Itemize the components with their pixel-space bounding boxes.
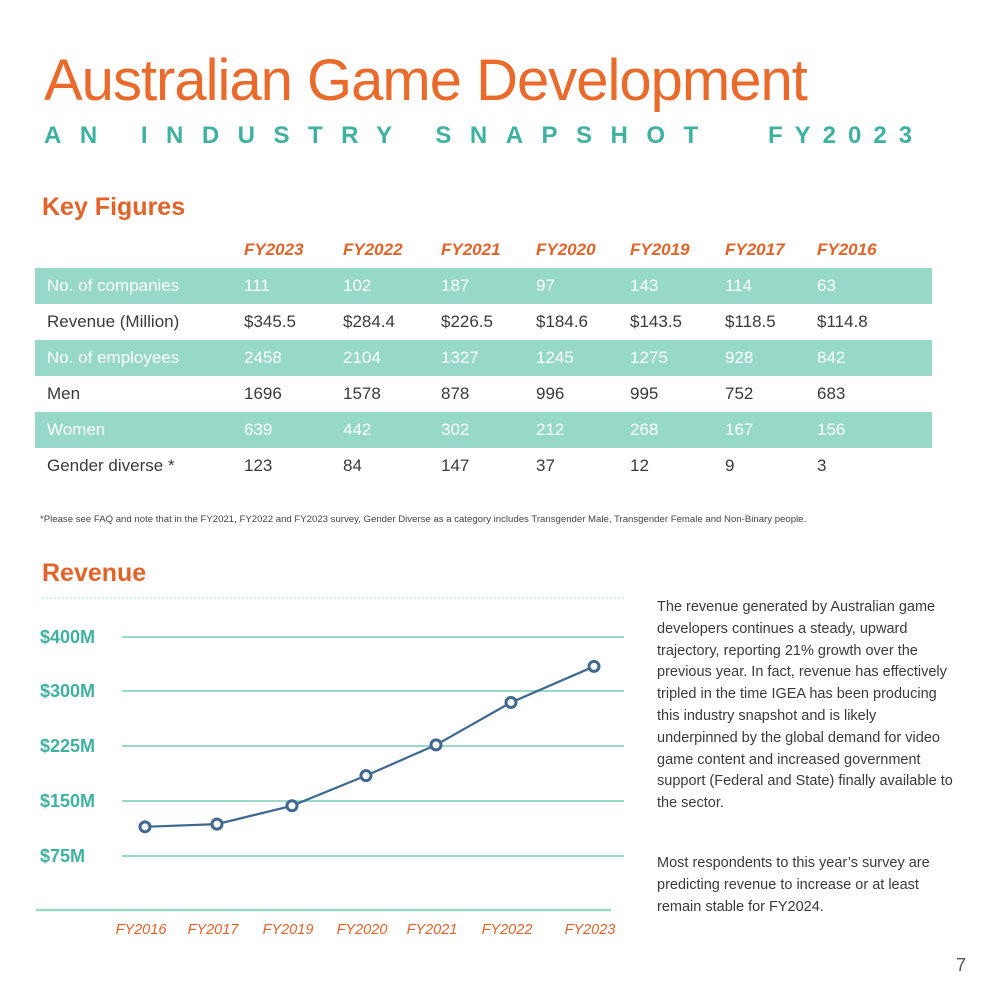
- table-cell: 1578: [343, 384, 381, 403]
- row-label: Revenue (Million): [47, 312, 180, 331]
- table-cell: $118.5: [725, 312, 776, 331]
- data-point: [285, 799, 299, 813]
- row-label: Men: [47, 384, 81, 403]
- table-cell: 442: [343, 412, 441, 448]
- column-header: FY2017: [725, 240, 785, 259]
- column-header: FY2023: [244, 240, 304, 259]
- row-label: Women: [35, 412, 244, 448]
- table-cell: 9: [725, 456, 735, 475]
- y-tick-label: $400M: [40, 627, 95, 647]
- subtitle-text: AN INDUSTRY SNAPSHOT: [44, 122, 717, 149]
- table-cell: 928: [725, 340, 817, 376]
- table-cell: 97: [536, 268, 630, 304]
- x-category-label: FY2020: [337, 922, 388, 938]
- y-tick-label: $75M: [40, 846, 85, 866]
- table-cell: 2458: [244, 340, 343, 376]
- table-cell: 187: [441, 268, 536, 304]
- table-cell: 752: [725, 384, 754, 403]
- column-header: FY2019: [630, 240, 690, 259]
- table-cell: $114.8: [817, 312, 868, 331]
- x-category-label: FY2019: [263, 922, 314, 938]
- data-point: [359, 769, 373, 783]
- table-cell: 2104: [343, 340, 441, 376]
- x-category-label: FY2017: [188, 922, 240, 938]
- x-category-label: FY2023: [565, 922, 616, 938]
- data-point: [210, 817, 224, 831]
- table-row: Gender diverse * 123 84 147 37 12 9 3: [35, 448, 932, 484]
- table-row: Men 1696 1578 878 996 995 752 683: [35, 376, 932, 412]
- table-cell: 302: [441, 412, 536, 448]
- table-cell: 1327: [441, 340, 536, 376]
- table-row: Women 639 442 302 212 268 167 156: [35, 412, 932, 448]
- table-cell: 683: [817, 384, 846, 403]
- table-cell: $284.4: [343, 312, 395, 331]
- table-cell: $345.5: [244, 312, 296, 331]
- table-cell: 111: [244, 268, 343, 304]
- table-cell: $143.5: [630, 312, 682, 331]
- column-header: FY2020: [536, 240, 596, 259]
- table-row: No. of companies 111 102 187 97 143 114 …: [35, 268, 932, 304]
- header-label-cell: [35, 232, 244, 268]
- table-cell: 143: [630, 268, 725, 304]
- page-number: 7: [956, 955, 967, 975]
- table-cell: 156: [817, 412, 932, 448]
- revenue-paragraph-1: The revenue generated by Australian game…: [657, 599, 953, 812]
- data-point: [138, 820, 152, 834]
- row-label: Gender diverse *: [47, 456, 175, 475]
- table-cell: 996: [536, 384, 565, 403]
- key-figures-heading: Key Figures: [42, 193, 186, 221]
- table-cell: 12: [630, 456, 649, 475]
- table-row: Revenue (Million) $345.5 $284.4 $226.5 $…: [35, 304, 932, 340]
- table-row: No. of employees 2458 2104 1327 1245 127…: [35, 340, 932, 376]
- column-header: FY2021: [441, 240, 501, 259]
- report-title: Australian Game Development: [44, 48, 808, 113]
- table-cell: 268: [630, 412, 725, 448]
- key-figures-table: FY2023 FY2022 FY2021 FY2020 FY2019 FY201…: [35, 232, 932, 484]
- y-tick-label: $150M: [40, 791, 95, 811]
- table-footnote: *Please see FAQ and note that in the FY2…: [40, 514, 807, 525]
- table-cell: 114: [725, 268, 817, 304]
- table-cell: 878: [441, 384, 470, 403]
- x-category-label: FY2022: [482, 922, 533, 938]
- table-cell: 1245: [536, 340, 630, 376]
- table-cell: 1275: [630, 340, 725, 376]
- table-cell: 37: [536, 456, 555, 475]
- table-cell: 123: [244, 456, 273, 475]
- table-cell: 1696: [244, 384, 282, 403]
- revenue-heading: Revenue: [42, 559, 147, 587]
- data-point: [587, 659, 601, 673]
- table-cell: 63: [817, 268, 932, 304]
- table-cell: $184.6: [536, 312, 588, 331]
- x-category-label: FY2021: [407, 922, 458, 938]
- y-tick-label: $225M: [40, 736, 95, 756]
- revenue-line-chart: $75M $150M $225M $300M $400M FY2016 FY2017 FY20…: [36, 597, 624, 938]
- table-cell: 842: [817, 340, 932, 376]
- table-cell: 167: [725, 412, 817, 448]
- table-cell: 84: [343, 456, 362, 475]
- data-point: [504, 695, 518, 709]
- y-tick-label: $300M: [40, 681, 95, 701]
- table-cell: 212: [536, 412, 630, 448]
- column-header: FY2016: [817, 240, 877, 259]
- x-category-label: FY2016: [116, 922, 168, 938]
- report-subtitle: AN INDUSTRY SNAPSHOT FY2023: [44, 122, 912, 149]
- table-cell: $226.5: [441, 312, 493, 331]
- revenue-paragraph-2: Most respondents to this year’s survey a…: [657, 855, 930, 915]
- table-cell: 639: [244, 412, 343, 448]
- table-header-row: FY2023 FY2022 FY2021 FY2020 FY2019 FY201…: [35, 232, 932, 268]
- row-label: No. of companies: [35, 268, 244, 304]
- column-header: FY2022: [343, 240, 403, 259]
- subtitle-year: FY2023: [768, 122, 925, 149]
- table-cell: 147: [441, 456, 470, 475]
- data-point: [429, 738, 443, 752]
- row-label: No. of employees: [35, 340, 244, 376]
- table-cell: 102: [343, 268, 441, 304]
- table-cell: 995: [630, 384, 659, 403]
- table-cell: 3: [817, 456, 827, 475]
